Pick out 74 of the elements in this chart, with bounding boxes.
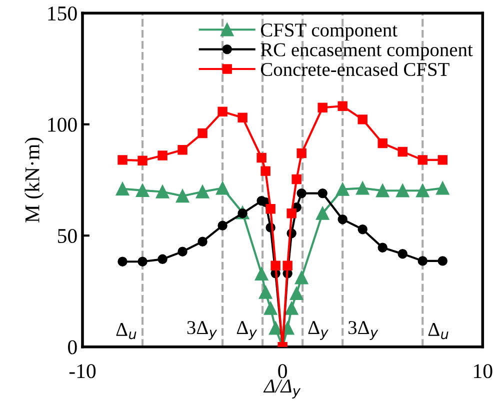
point <box>136 184 150 198</box>
point <box>176 189 190 203</box>
point <box>118 155 128 165</box>
ref-line-label: Δ$_{u}$ <box>428 322 448 340</box>
point <box>336 182 350 196</box>
point <box>116 182 130 196</box>
point <box>156 185 170 198</box>
point <box>356 182 370 195</box>
point <box>438 256 448 266</box>
point <box>378 138 388 148</box>
point <box>296 188 306 198</box>
point <box>118 256 128 266</box>
point <box>254 267 268 280</box>
point <box>296 148 306 158</box>
point <box>294 271 308 284</box>
point <box>290 286 304 300</box>
point <box>258 286 272 299</box>
y-tick-label: 100 <box>48 118 77 132</box>
legend-label: CFST component <box>260 24 398 41</box>
point <box>270 260 280 270</box>
point <box>256 152 266 163</box>
ref-line-label: Δ$_{u}$ <box>116 322 136 340</box>
point <box>216 182 230 195</box>
ref-line-label: Δ$_{y}$ <box>236 321 258 340</box>
ref-line-label: 3Δ$_{y}$ <box>348 321 378 340</box>
point <box>338 101 348 111</box>
point <box>138 256 148 266</box>
point <box>198 128 208 138</box>
point <box>292 174 302 184</box>
point <box>318 188 328 198</box>
point <box>266 204 276 214</box>
point <box>218 220 228 230</box>
x-tick-label: 0 <box>278 364 287 378</box>
point <box>398 146 408 157</box>
point <box>418 155 428 165</box>
point <box>282 260 292 270</box>
point <box>138 156 148 166</box>
legend-label: Concrete-encased CFST <box>260 62 450 76</box>
point <box>268 322 282 335</box>
y-tick-label: 150 <box>48 6 77 21</box>
point <box>178 246 188 256</box>
point <box>158 150 168 160</box>
point <box>316 206 330 220</box>
point <box>198 236 208 246</box>
point <box>238 112 248 123</box>
point <box>376 184 390 198</box>
point <box>418 256 428 266</box>
y-axis-title: M (kN·m) <box>24 138 44 222</box>
point <box>396 184 410 198</box>
x-tick-label: -10 <box>69 364 96 378</box>
ref-line-label: Δ$_{y}$ <box>308 321 328 340</box>
point <box>264 302 278 315</box>
point <box>158 254 168 264</box>
point <box>178 145 188 155</box>
point <box>286 208 296 218</box>
point <box>358 114 368 124</box>
point <box>398 248 408 259</box>
x-axis-title: Δ/Δ$_{y}$ <box>263 380 301 398</box>
point <box>218 106 228 117</box>
point <box>284 302 298 315</box>
point <box>338 214 348 224</box>
point <box>436 182 450 195</box>
point <box>416 184 430 198</box>
ref-line-label: 3Δ$_{y}$ <box>187 321 218 340</box>
point <box>196 185 210 198</box>
legend-label: RC encasement component <box>260 43 473 60</box>
point <box>318 102 328 113</box>
point <box>260 166 270 176</box>
point <box>358 224 368 234</box>
y-tick-label: 50 <box>58 228 77 244</box>
x-tick-label: 10 <box>474 364 492 378</box>
y-tick-label: 0 <box>68 340 77 354</box>
point <box>438 155 448 165</box>
point <box>378 242 388 252</box>
